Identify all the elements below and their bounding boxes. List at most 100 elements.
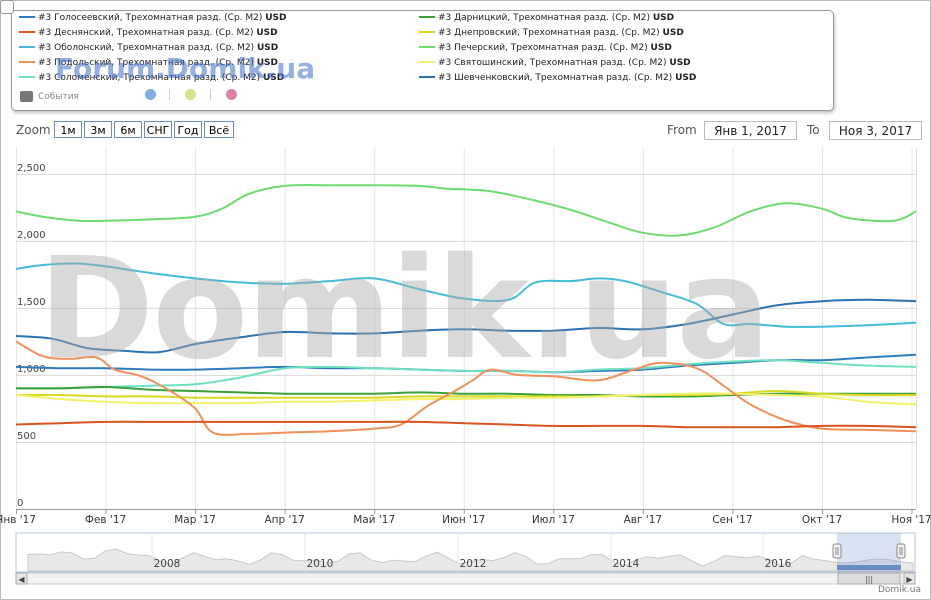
scrollbar-right-button [903,572,916,585]
series-line [15,392,917,406]
legend-item[interactable]: #3 Шевченковский, Трехомнатная разд. (Ср… [419,72,696,84]
y-tick-label: 1,500 [17,297,46,308]
x-tick-label: Фев '17 [85,514,126,526]
legend-swatch [419,75,435,78]
legend-item-unit: USD [256,28,278,38]
navigator-year-label: 2008 [154,558,181,570]
legend-item[interactable]: #3 Печерский, Трехомнатная разд. (Ср. M2… [419,42,672,54]
legend-item[interactable]: #3 Голосеевский, Трехомнатная разд. (Ср.… [19,12,287,24]
legend-item[interactable]: #3 Соломенский, Трехомнатная разд. (Ср. … [19,72,284,84]
y-tick-label: 500 [17,431,36,442]
series-line [15,340,917,436]
x-tick-label: Апр '17 [265,514,305,526]
series-line [15,390,917,399]
legend-item-label: #3 Оболонский, Трехомнатная разд. (Ср. M… [38,43,257,53]
legend-item[interactable]: #3 Деснянский, Трехомнатная разд. (Ср. M… [19,27,278,39]
legend-swatch [19,60,35,63]
x-tick-label: Сен '17 [712,514,752,526]
legend-swatch [419,15,435,18]
navigator-handle-icon [832,543,842,559]
legend-item[interactable]: #3 Святошинский, Трехомнатная разд. (Ср.… [419,57,691,69]
x-tick-label: Ноя '17 [891,514,931,526]
legend-item-label: #3 Днепровский, Трехомнатная разд. (Ср. … [438,28,663,38]
legend-events[interactable]: События [20,91,79,102]
zoom-label: Zoom [16,123,51,137]
legend-item-label: #3 Печерский, Трехомнатная разд. (Ср. M2… [438,43,651,53]
series-line [15,262,917,328]
navigator-year-label: 2010 [307,558,334,570]
x-tick-label: Окт '17 [802,514,842,526]
event-dot-3[interactable] [226,89,237,100]
scrollbar-left-button [15,572,28,585]
legend-item-label: #3 Голосеевский, Трехомнатная разд. (Ср.… [38,13,266,23]
navigator-selection-line [837,565,901,570]
legend-item[interactable]: #3 Подольский, Трехомнатная разд. (Ср. M… [19,57,278,69]
legend-item-label: #3 Дарницкий, Трехомнатная разд. (Ср. M2… [438,13,653,23]
zoom-ytd-button[interactable]: СНГ [144,121,172,138]
range-from-label: From [667,123,697,137]
event-separator [169,89,170,100]
zoom-6m-button[interactable]: 6м [114,121,142,138]
zoom-all-button[interactable]: Всё [204,121,234,138]
scrollbar-thumb [837,572,901,585]
legend-swatch [19,45,35,48]
legend-swatch [419,60,435,63]
scrollbar-left-arrow-icon: ◀ [18,575,25,584]
legend-item-unit: USD [669,58,691,68]
credit-link[interactable]: Domik.ua [878,585,921,595]
legend-swatch [419,45,435,48]
y-tick-label: 1,000 [17,364,46,375]
legend-item-label: #3 Соломенский, Трехомнатная разд. (Ср. … [38,73,263,83]
y-tick-label: 2,500 [17,163,46,174]
scrollbar-track [15,572,916,585]
legend-item-unit: USD [675,73,697,83]
zoom-3m-button[interactable]: 3м [84,121,112,138]
navigator-area [27,548,914,572]
x-tick-label: Июл '17 [532,514,575,526]
legend-swatch [19,75,35,78]
legend-item-label: #3 Подольский, Трехомнатная разд. (Ср. M… [38,58,257,68]
scrollbar-grip-icon: ||| [865,575,873,584]
series-line [15,420,917,429]
scrollbar-right-arrow-icon: ▶ [906,575,913,584]
legend-swatch [419,30,435,33]
legend-toggle-icon[interactable] [0,0,14,14]
legend-item-label: #3 Святошинский, Трехомнатная разд. (Ср.… [438,58,670,68]
x-tick-label: Мар '17 [174,514,216,526]
zoom-year-button[interactable]: Год [174,121,202,138]
legend-box: События #3 Голосеевский, Трехомнатная ра… [11,10,834,111]
series-line [15,184,917,237]
series-line [15,298,917,354]
legend-item[interactable]: #3 Дарницкий, Трехомнатная разд. (Ср. M2… [419,12,674,24]
legend-item-label: #3 Шевченковский, Трехомнатная разд. (Ср… [438,73,676,83]
navigator-year-label: 2014 [613,558,640,570]
events-label: События [38,92,79,102]
legend-item[interactable]: #3 Оболонский, Трехомнатная разд. (Ср. M… [19,42,278,54]
x-tick-label: Июн '17 [442,514,485,526]
y-tick-label: 0 [17,498,23,509]
navigator-year-label: 2012 [460,558,487,570]
watermark-forum: Forum.Domik.ua [55,52,316,85]
legend-item-unit: USD [256,58,278,68]
legend-swatch [19,30,35,33]
navigator-handle-icon [896,543,906,559]
range-to-input[interactable]: Ноя 3, 2017 [829,121,922,140]
x-tick-label: Авг '17 [624,514,662,526]
legend-item-unit: USD [265,13,287,23]
legend-item-label: #3 Деснянский, Трехомнатная разд. (Ср. M… [38,28,257,38]
zoom-1m-button[interactable]: 1м [54,121,82,138]
legend-swatch [19,15,35,18]
series-line [15,359,917,390]
legend-item-unit: USD [262,73,285,83]
event-dot-1[interactable] [145,89,156,100]
legend-item-unit: USD [650,43,672,53]
event-dot-2[interactable] [185,89,196,100]
legend-item-unit: USD [256,43,279,53]
range-to-label: To [807,123,820,137]
events-icon [20,91,33,102]
range-from-input[interactable]: Янв 1, 2017 [704,121,797,140]
event-separator [210,89,211,100]
legend-item[interactable]: #3 Днепровский, Трехомнатная разд. (Ср. … [419,27,684,39]
x-tick-label: Янв '17 [0,514,36,526]
